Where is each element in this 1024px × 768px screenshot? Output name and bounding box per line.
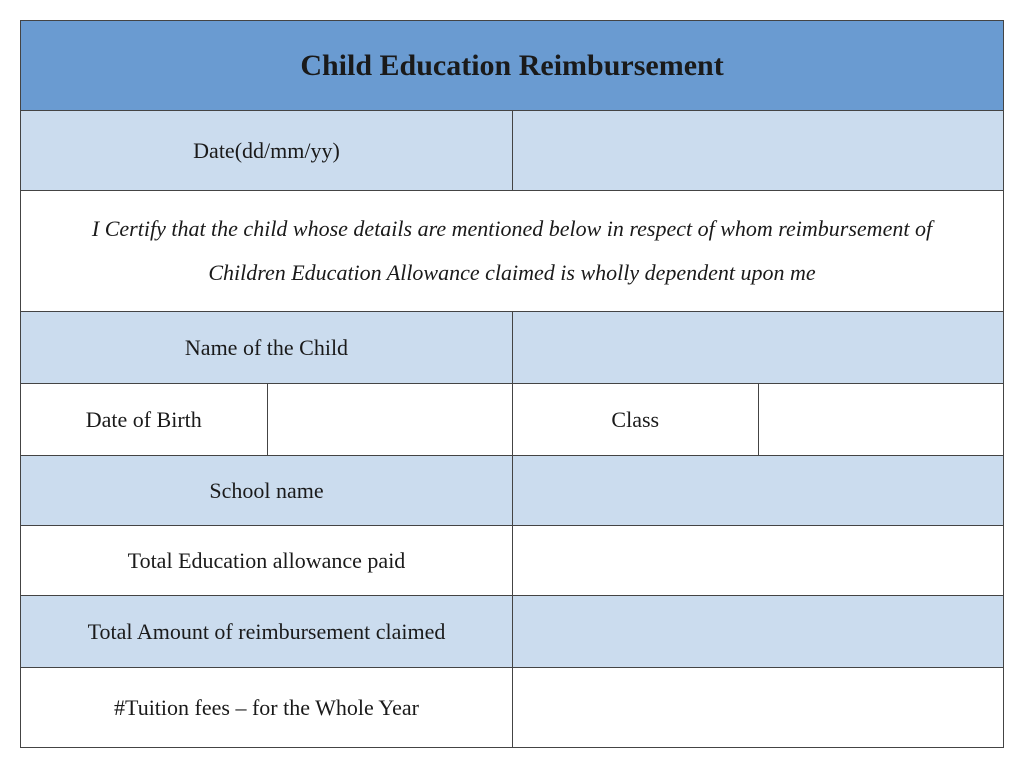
tuition-fees-label: #Tuition fees – for the Whole Year [21, 668, 512, 747]
reimbursement-row: Total Amount of reimbursement claimed [21, 596, 1003, 668]
tuition-fees-value[interactable] [512, 668, 1003, 747]
child-name-label: Name of the Child [21, 312, 512, 383]
school-label: School name [21, 456, 512, 525]
allowance-paid-value[interactable] [512, 526, 1003, 595]
form-title: Child Education Reimbursement [21, 21, 1003, 110]
date-label: Date(dd/mm/yy) [21, 111, 512, 190]
reimbursement-form: Child Education Reimbursement Date(dd/mm… [20, 20, 1004, 748]
certification-text: I Certify that the child whose details a… [21, 191, 1003, 311]
allowance-row: Total Education allowance paid [21, 526, 1003, 596]
certification-row: I Certify that the child whose details a… [21, 191, 1003, 312]
allowance-paid-label: Total Education allowance paid [21, 526, 512, 595]
reimbursement-claimed-value[interactable] [512, 596, 1003, 667]
school-row: School name [21, 456, 1003, 526]
reimbursement-claimed-label: Total Amount of reimbursement claimed [21, 596, 512, 667]
child-name-row: Name of the Child [21, 312, 1003, 384]
form-header: Child Education Reimbursement [21, 21, 1003, 111]
class-value[interactable] [758, 384, 1004, 455]
date-row: Date(dd/mm/yy) [21, 111, 1003, 191]
tuition-row: #Tuition fees – for the Whole Year [21, 668, 1003, 748]
dob-value[interactable] [267, 384, 513, 455]
date-value[interactable] [512, 111, 1003, 190]
dob-class-row: Date of Birth Class [21, 384, 1003, 456]
dob-label: Date of Birth [21, 384, 267, 455]
school-value[interactable] [512, 456, 1003, 525]
class-label: Class [512, 384, 758, 455]
child-name-value[interactable] [512, 312, 1003, 383]
